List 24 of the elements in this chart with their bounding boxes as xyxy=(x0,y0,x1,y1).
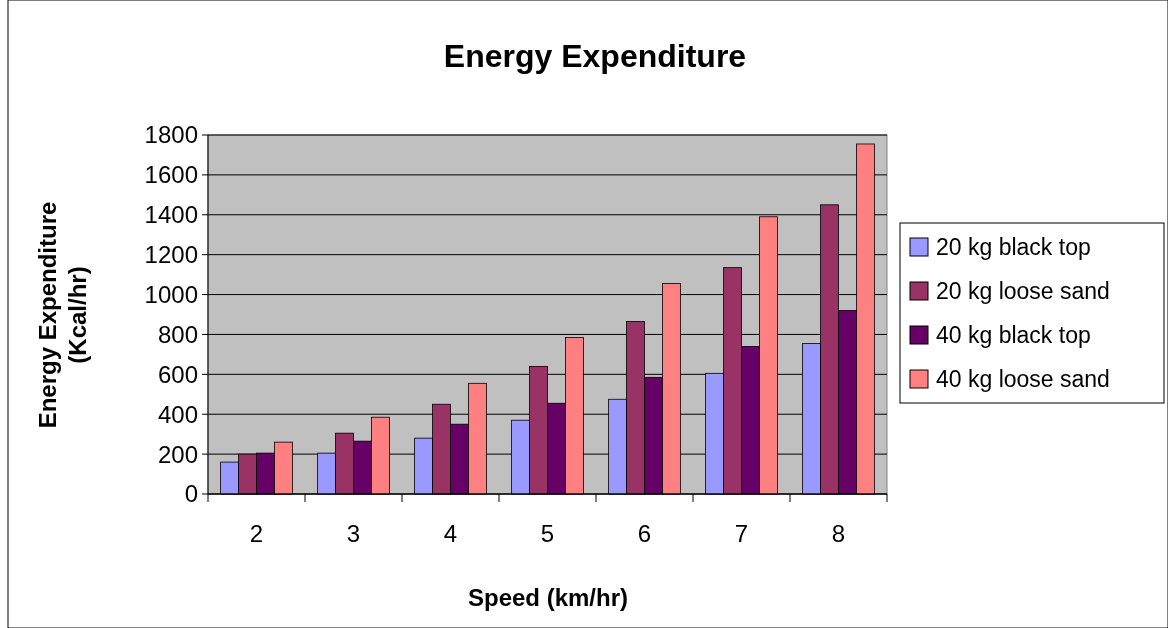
y-tick-label: 1000 xyxy=(144,280,198,308)
x-tick-label: 8 xyxy=(831,520,846,547)
x-axis-title: Speed (km/hr) xyxy=(467,584,629,611)
y-tick-label: 1600 xyxy=(144,161,198,189)
legend-label: 40 kg black top xyxy=(936,322,1091,349)
y-tick-label: 600 xyxy=(157,360,198,388)
y-tick-label: 1400 xyxy=(144,201,198,229)
x-tick-label: 6 xyxy=(637,520,652,547)
x-tick-label: 2 xyxy=(249,520,264,547)
y-axis-title: Energy Expenditure (Kcal/hr) xyxy=(34,201,91,429)
y-tick-label: 800 xyxy=(157,320,198,348)
y-tick-label: 1200 xyxy=(144,241,198,269)
legend-label: 20 kg black top xyxy=(936,234,1091,261)
x-tick-label: 3 xyxy=(346,520,361,547)
y-tick-label: 0 xyxy=(184,480,198,508)
y-tick-label: 200 xyxy=(157,440,198,468)
y-tick-label: 1800 xyxy=(144,121,198,149)
legend-label: 40 kg loose sand xyxy=(936,366,1110,393)
chart-title: Energy Expenditure xyxy=(443,38,747,74)
x-tick-label: 7 xyxy=(734,520,749,547)
legend-label: 20 kg loose sand xyxy=(936,278,1110,305)
x-tick-label: 4 xyxy=(443,520,458,547)
x-tick-label: 5 xyxy=(540,520,555,547)
y-tick-label: 400 xyxy=(157,400,198,428)
